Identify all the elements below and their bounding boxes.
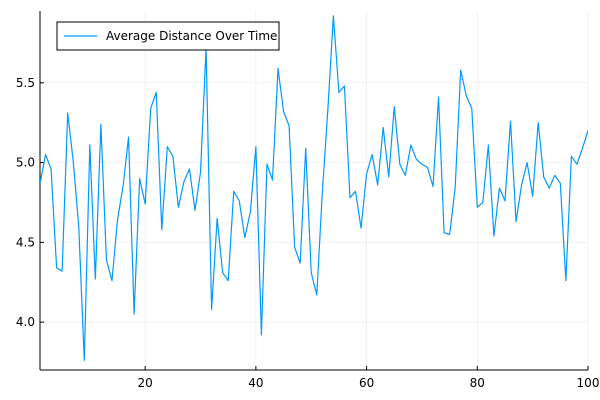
- series-layer: [40, 15, 588, 362]
- x-tick-label: 40: [248, 376, 263, 390]
- axes: 20 40 60 80 100 4.0 4.5 5.0 5.5: [16, 11, 600, 390]
- y-tick-label: 4.5: [16, 235, 35, 249]
- legend: Average Distance Over Time: [56, 21, 280, 51]
- legend-label: Average Distance Over Time: [106, 29, 277, 43]
- series-line-1: [40, 15, 588, 362]
- y-tick-label: 4.0: [16, 315, 35, 329]
- y-tick-label: 5.0: [16, 156, 35, 170]
- x-tick-label: 20: [138, 376, 153, 390]
- x-tick-label: 100: [577, 376, 600, 390]
- y-tick-label: 5.5: [16, 76, 35, 90]
- x-tick-label: 60: [359, 376, 374, 390]
- x-tick-label: 80: [470, 376, 485, 390]
